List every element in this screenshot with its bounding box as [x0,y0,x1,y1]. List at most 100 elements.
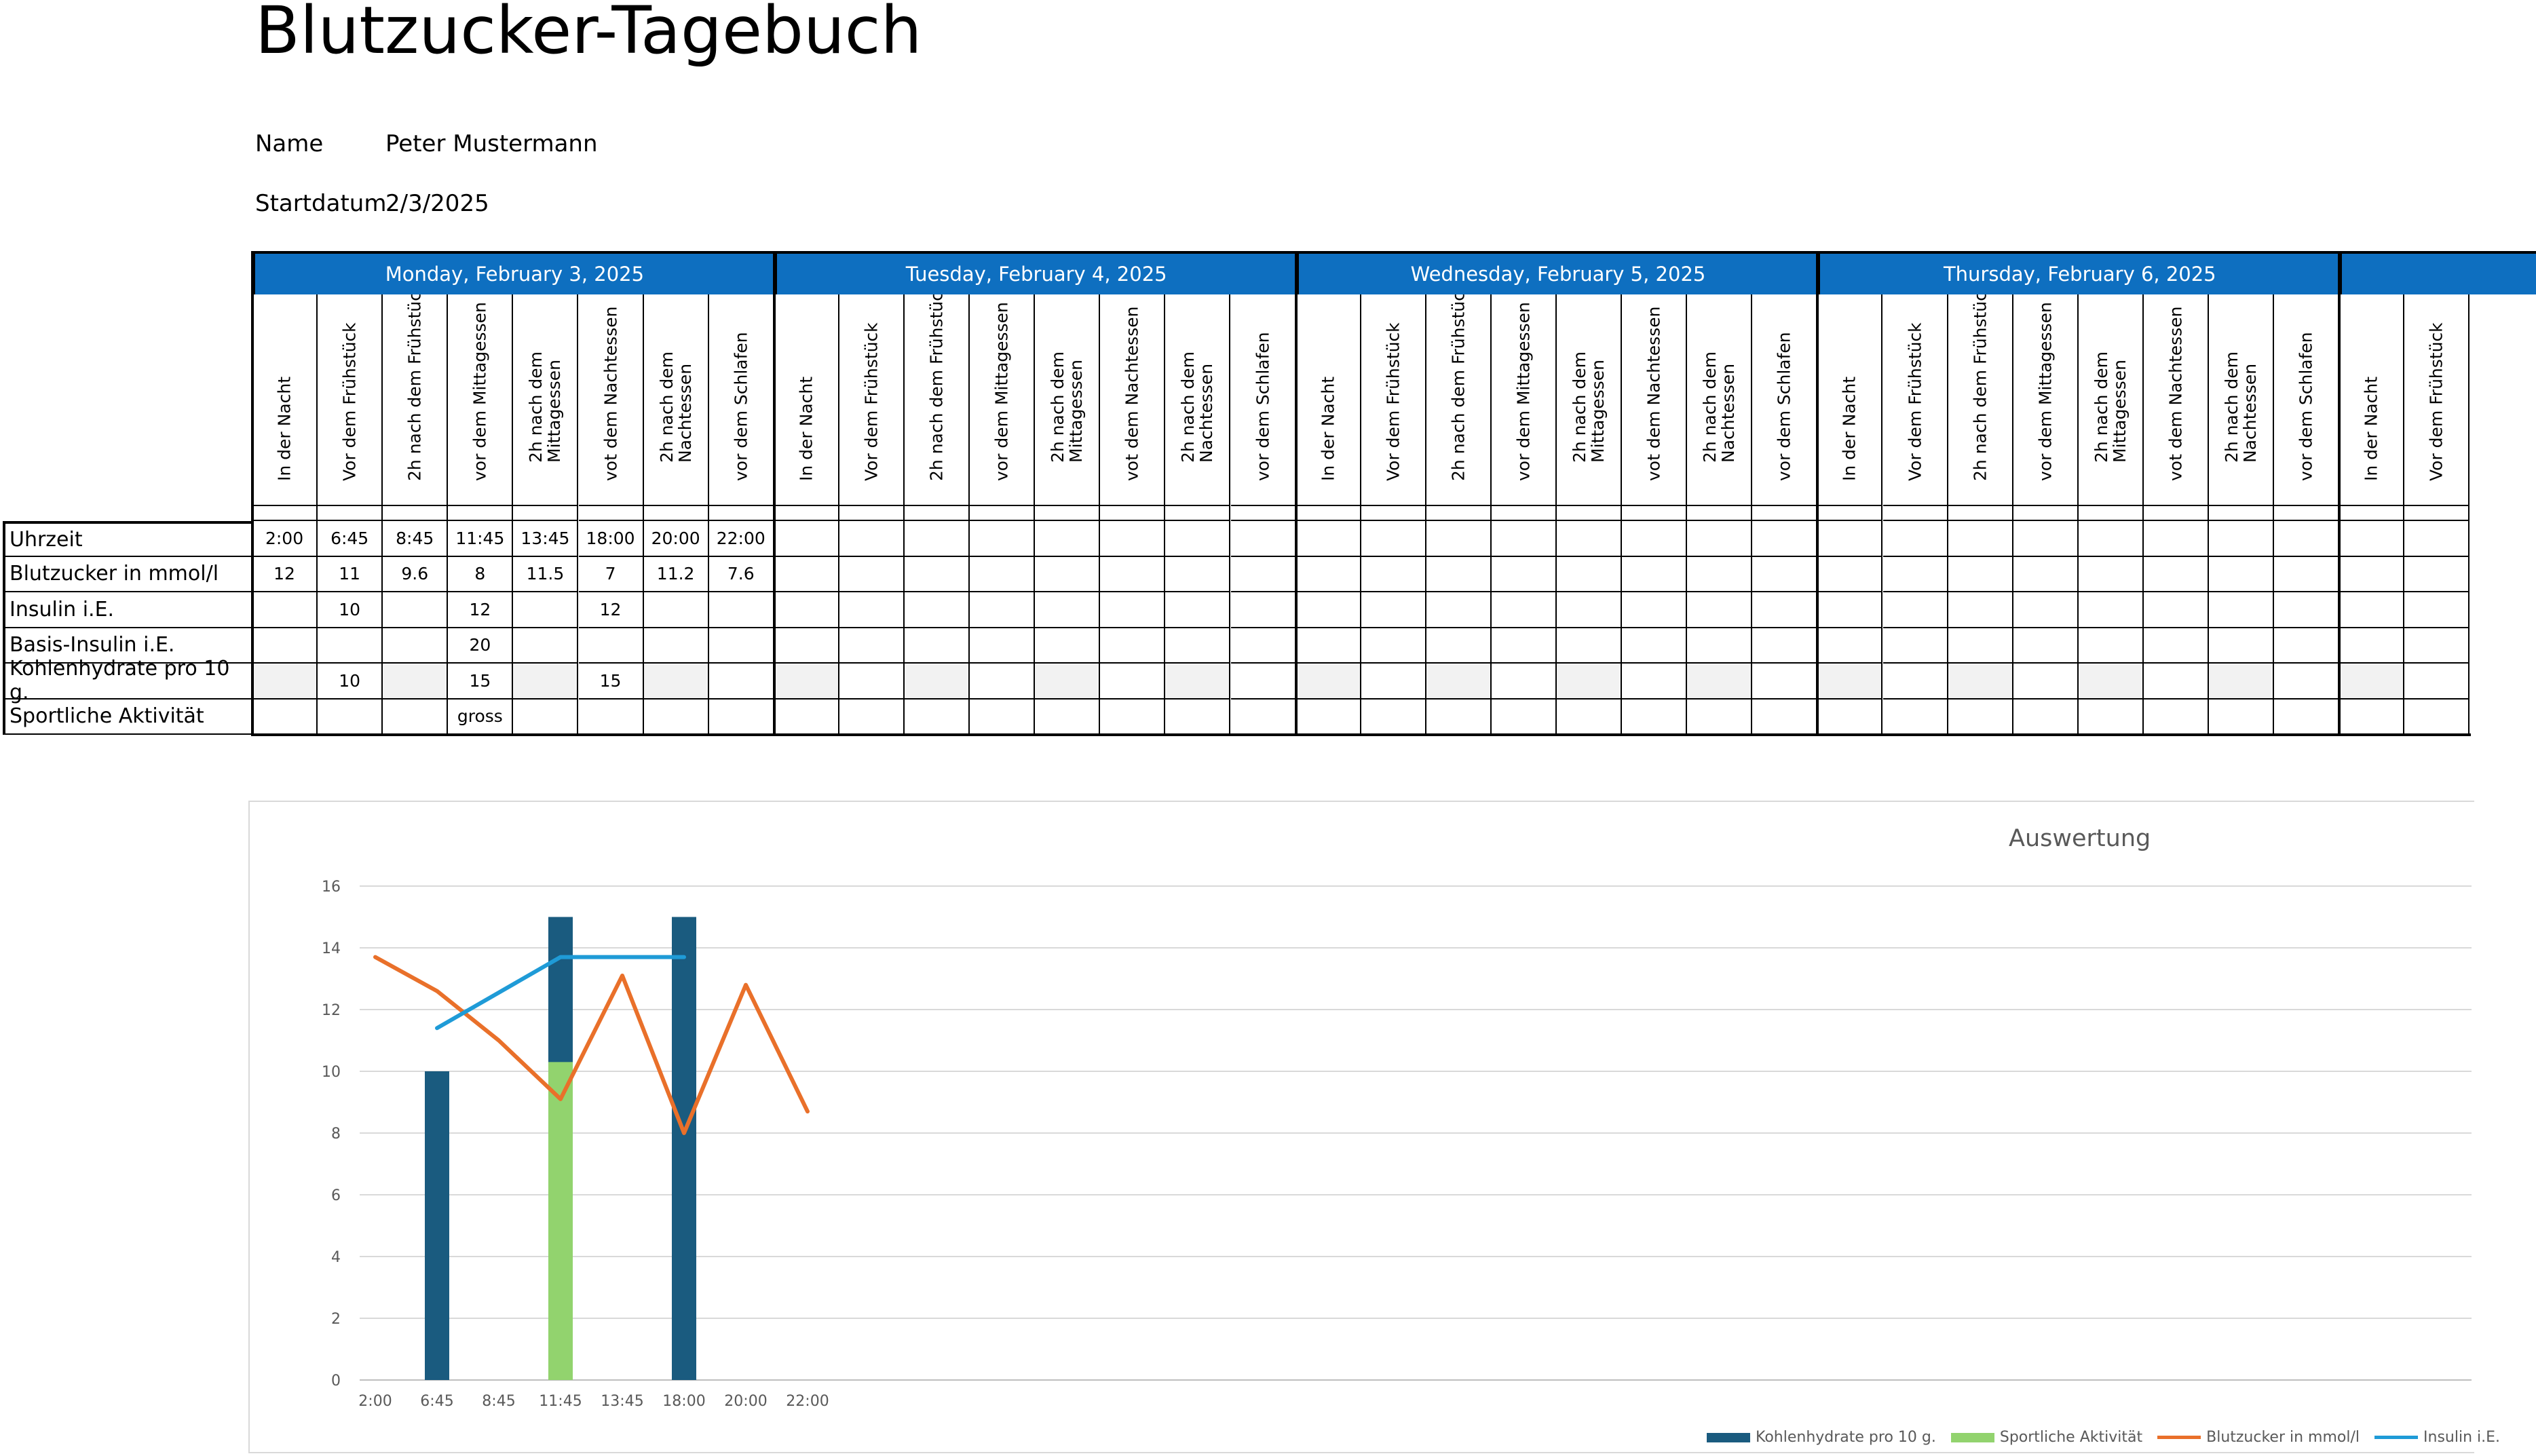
table-cell[interactable] [1687,628,1753,664]
table-cell[interactable]: 15 [578,664,644,700]
table-cell[interactable] [1817,521,1883,557]
table-cell[interactable] [970,628,1036,664]
table-cell[interactable] [513,592,579,628]
table-cell[interactable] [1817,664,1883,700]
table-cell[interactable] [2143,628,2209,664]
table-cell[interactable]: 13:45 [513,521,579,557]
table-cell[interactable] [1426,592,1492,628]
table-cell[interactable] [2339,664,2405,700]
table-cell[interactable] [2404,521,2470,557]
table-cell[interactable] [774,664,839,700]
table-cell[interactable] [1361,521,1426,557]
table-cell[interactable] [1295,556,1361,592]
table-cell[interactable]: 11 [318,556,383,592]
table-cell[interactable] [1165,592,1231,628]
table-cell[interactable] [1035,592,1101,628]
table-cell[interactable] [1687,556,1753,592]
table-cell[interactable] [1557,628,1623,664]
table-cell[interactable] [1622,592,1688,628]
table-cell[interactable]: 2:00 [252,521,318,557]
table-cell[interactable] [2209,664,2275,700]
table-cell[interactable] [318,628,383,664]
table-cell[interactable] [1165,628,1231,664]
table-cell[interactable] [2013,592,2079,628]
table-cell[interactable] [970,592,1036,628]
table-cell[interactable]: 9.6 [383,556,449,592]
table-cell[interactable] [1882,521,1948,557]
table-cell[interactable] [774,628,839,664]
table-cell[interactable] [839,556,905,592]
table-cell[interactable] [1361,592,1426,628]
table-cell[interactable]: 11:45 [448,521,514,557]
table-cell[interactable] [1948,664,2013,700]
table-cell[interactable]: 10 [318,592,383,628]
table-cell[interactable] [1295,592,1361,628]
table-cell[interactable] [905,556,970,592]
table-cell[interactable] [2339,628,2405,664]
table-cell[interactable] [1426,521,1492,557]
table-cell[interactable] [2143,556,2209,592]
table-cell[interactable] [2143,592,2209,628]
table-cell[interactable]: 8 [448,556,514,592]
table-cell[interactable] [2404,592,2470,628]
table-cell[interactable] [905,521,970,557]
table-cell[interactable] [1165,664,1231,700]
table-cell[interactable] [1882,628,1948,664]
table-cell[interactable] [970,664,1036,700]
table-cell[interactable]: 20 [448,628,514,664]
table-cell[interactable] [1100,628,1166,664]
table-cell[interactable] [1426,628,1492,664]
table-cell[interactable] [1100,556,1166,592]
table-cell[interactable] [513,664,579,700]
table-cell[interactable] [1687,521,1753,557]
table-cell[interactable] [2013,556,2079,592]
table-cell[interactable] [1426,556,1492,592]
table-cell[interactable] [1557,521,1623,557]
table-cell[interactable] [2078,664,2144,700]
table-cell[interactable] [1491,521,1557,557]
table-cell[interactable] [1361,628,1426,664]
table-cell[interactable] [1361,664,1426,700]
table-cell[interactable] [839,664,905,700]
table-cell[interactable] [839,592,905,628]
table-cell[interactable] [1491,592,1557,628]
table-cell[interactable] [1100,521,1166,557]
table-cell[interactable] [1100,664,1166,700]
table-cell[interactable] [2078,556,2144,592]
table-cell[interactable] [2209,628,2275,664]
table-cell[interactable] [905,628,970,664]
table-cell[interactable]: 11.5 [513,556,579,592]
table-cell[interactable] [1948,628,2013,664]
table-cell[interactable]: 10 [318,664,383,700]
table-cell[interactable] [2339,521,2405,557]
table-cell[interactable] [970,521,1036,557]
table-cell[interactable] [2339,592,2405,628]
table-cell[interactable] [1557,592,1623,628]
table-cell[interactable] [252,592,318,628]
table-cell[interactable] [1100,592,1166,628]
table-cell[interactable]: 12 [578,592,644,628]
table-cell[interactable] [1687,592,1753,628]
table-cell[interactable] [970,556,1036,592]
table-cell[interactable] [1622,628,1688,664]
table-cell[interactable] [1035,664,1101,700]
table-cell[interactable] [2209,592,2275,628]
table-cell[interactable] [1035,556,1101,592]
table-cell[interactable]: 20:00 [643,521,709,557]
table-cell[interactable] [1491,628,1557,664]
table-cell[interactable] [1622,521,1688,557]
table-cell[interactable] [1882,592,1948,628]
table-cell[interactable]: 12 [252,556,318,592]
table-cell[interactable]: 18:00 [578,521,644,557]
table-cell[interactable] [774,592,839,628]
table-cell[interactable]: 15 [448,664,514,700]
table-cell[interactable] [2404,664,2470,700]
table-cell[interactable] [383,592,449,628]
table-cell[interactable] [1557,556,1623,592]
table-cell[interactable] [2209,521,2275,557]
table-cell[interactable] [1948,521,2013,557]
table-cell[interactable] [2078,628,2144,664]
table-cell[interactable] [1295,521,1361,557]
table-cell[interactable] [643,628,709,664]
table-cell[interactable] [643,592,709,628]
